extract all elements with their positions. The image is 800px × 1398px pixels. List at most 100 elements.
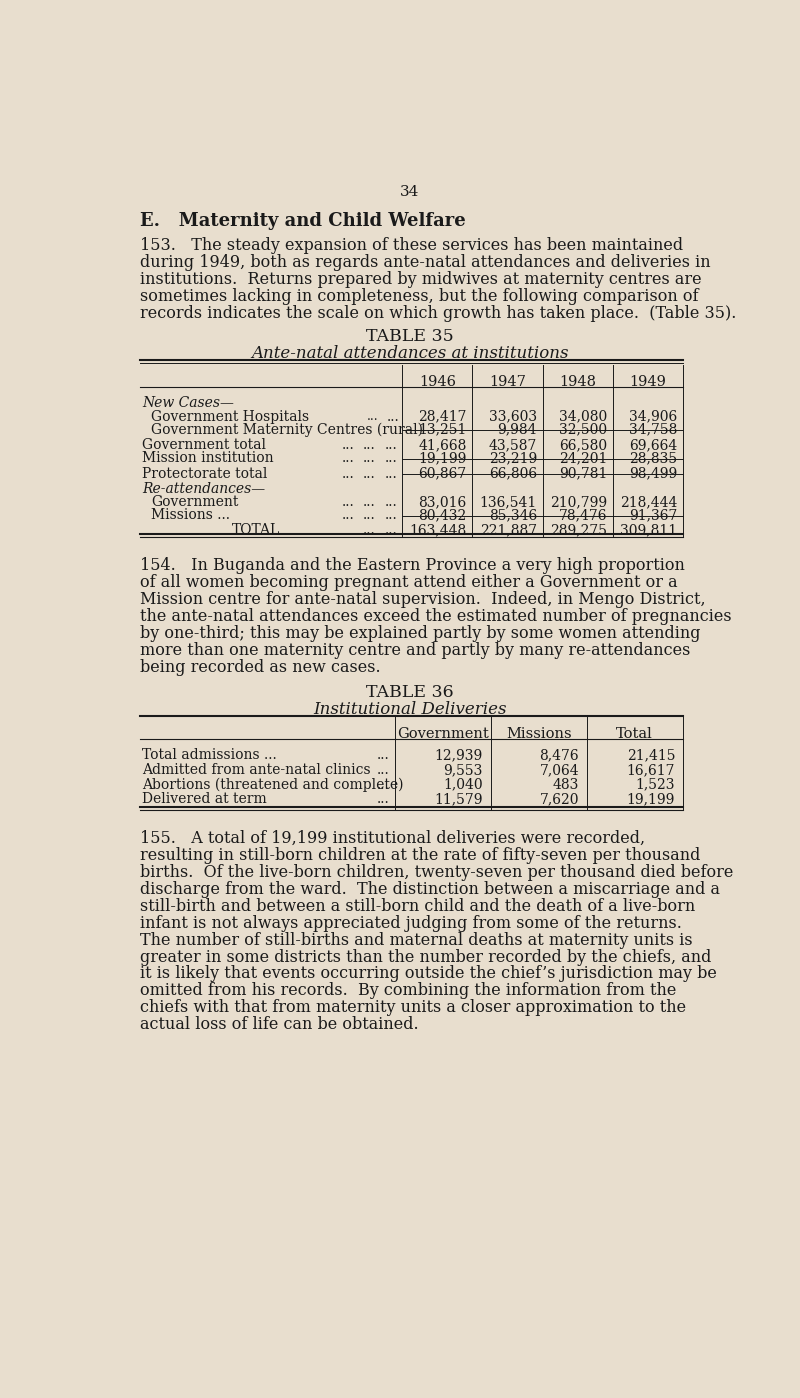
Text: 12,939: 12,939 bbox=[434, 748, 483, 762]
Text: more than one maternity centre and partly by many re-attendances: more than one maternity centre and partl… bbox=[140, 642, 690, 658]
Text: 83,016: 83,016 bbox=[418, 495, 466, 509]
Text: 28,835: 28,835 bbox=[629, 452, 677, 466]
Text: 309,811: 309,811 bbox=[620, 523, 677, 537]
Text: Total: Total bbox=[616, 727, 653, 741]
Text: ...: ... bbox=[363, 438, 376, 452]
Text: 153.   The steady expansion of these services has been maintained: 153. The steady expansion of these servi… bbox=[140, 238, 683, 254]
Text: The number of still-births and maternal deaths at maternity units is: The number of still-births and maternal … bbox=[140, 931, 693, 949]
Text: 80,432: 80,432 bbox=[418, 507, 466, 521]
Text: births.  Of the live-born children, twenty-seven per thousand died before: births. Of the live-born children, twent… bbox=[140, 864, 734, 881]
Text: 163,448: 163,448 bbox=[410, 523, 466, 537]
Text: 69,664: 69,664 bbox=[629, 438, 677, 452]
Text: 9,553: 9,553 bbox=[443, 763, 483, 777]
Text: TABLE 35: TABLE 35 bbox=[366, 329, 454, 345]
Text: 33,603: 33,603 bbox=[489, 410, 537, 424]
Text: Admitted from ante-natal clinics: Admitted from ante-natal clinics bbox=[142, 763, 370, 777]
Text: Government Maternity Centres (rural): Government Maternity Centres (rural) bbox=[151, 422, 423, 438]
Text: 218,444: 218,444 bbox=[620, 495, 677, 509]
Text: 483: 483 bbox=[553, 777, 579, 791]
Text: ...: ... bbox=[385, 523, 398, 537]
Text: 85,346: 85,346 bbox=[489, 507, 537, 521]
Text: ...: ... bbox=[377, 748, 390, 762]
Text: greater in some districts than the number recorded by the chiefs, and: greater in some districts than the numbe… bbox=[140, 948, 712, 966]
Text: TABLE 36: TABLE 36 bbox=[366, 684, 454, 700]
Text: of all women becoming pregnant attend either a Government or a: of all women becoming pregnant attend ei… bbox=[140, 575, 678, 591]
Text: Government total: Government total bbox=[142, 438, 266, 452]
Text: 41,668: 41,668 bbox=[418, 438, 466, 452]
Text: 32,500: 32,500 bbox=[559, 422, 607, 436]
Text: ...: ... bbox=[342, 507, 354, 521]
Text: being recorded as new cases.: being recorded as new cases. bbox=[140, 658, 381, 677]
Text: 16,617: 16,617 bbox=[626, 763, 675, 777]
Text: 91,367: 91,367 bbox=[629, 507, 677, 521]
Text: ...: ... bbox=[385, 495, 398, 509]
Text: E.   Maternity and Child Welfare: E. Maternity and Child Welfare bbox=[140, 212, 466, 231]
Text: ...: ... bbox=[342, 495, 354, 509]
Text: ...: ... bbox=[386, 410, 399, 424]
Text: Delivered at term: Delivered at term bbox=[142, 793, 266, 807]
Text: 90,781: 90,781 bbox=[558, 467, 607, 481]
Text: 7,064: 7,064 bbox=[539, 763, 579, 777]
Text: ...: ... bbox=[377, 777, 390, 791]
Text: 210,799: 210,799 bbox=[550, 495, 607, 509]
Text: discharge from the ward.  The distinction between a miscarriage and a: discharge from the ward. The distinction… bbox=[140, 881, 720, 898]
Text: 13,251: 13,251 bbox=[418, 422, 466, 436]
Text: 43,587: 43,587 bbox=[489, 438, 537, 452]
Text: ...: ... bbox=[377, 793, 390, 807]
Text: omitted from his records.  By combining the information from the: omitted from his records. By combining t… bbox=[140, 983, 677, 1000]
Text: 1948: 1948 bbox=[559, 375, 596, 389]
Text: ...: ... bbox=[367, 410, 379, 424]
Text: records indicates the scale on which growth has taken place.  (Table 35).: records indicates the scale on which gro… bbox=[140, 305, 737, 322]
Text: Re-attendances—: Re-attendances— bbox=[142, 482, 265, 496]
Text: still-birth and between a still-born child and the death of a live-born: still-birth and between a still-born chi… bbox=[140, 898, 695, 914]
Text: 8,476: 8,476 bbox=[539, 748, 579, 762]
Text: 19,199: 19,199 bbox=[418, 452, 466, 466]
Text: 155.   A total of 19,199 institutional deliveries were recorded,: 155. A total of 19,199 institutional del… bbox=[140, 830, 646, 847]
Text: ...: ... bbox=[363, 467, 376, 481]
Text: ...: ... bbox=[363, 507, 376, 521]
Text: 34,758: 34,758 bbox=[629, 422, 677, 436]
Text: ...: ... bbox=[342, 452, 354, 466]
Text: 24,201: 24,201 bbox=[558, 452, 607, 466]
Text: Government Hospitals: Government Hospitals bbox=[151, 410, 310, 424]
Text: ...: ... bbox=[363, 523, 376, 537]
Text: 1947: 1947 bbox=[489, 375, 526, 389]
Text: ...: ... bbox=[385, 438, 398, 452]
Text: 66,580: 66,580 bbox=[559, 438, 607, 452]
Text: 1,523: 1,523 bbox=[636, 777, 675, 791]
Text: 221,887: 221,887 bbox=[480, 523, 537, 537]
Text: 19,199: 19,199 bbox=[626, 793, 675, 807]
Text: Abortions (threatened and complete): Abortions (threatened and complete) bbox=[142, 777, 403, 793]
Text: TOTAL: TOTAL bbox=[232, 523, 280, 537]
Text: 1949: 1949 bbox=[630, 375, 666, 389]
Text: Total admissions ...: Total admissions ... bbox=[142, 748, 277, 762]
Text: ...: ... bbox=[385, 452, 398, 466]
Text: 9,984: 9,984 bbox=[498, 422, 537, 436]
Text: institutions.  Returns prepared by midwives at maternity centres are: institutions. Returns prepared by midwiv… bbox=[140, 271, 702, 288]
Text: infant is not always appreciated judging from some of the returns.: infant is not always appreciated judging… bbox=[140, 914, 682, 931]
Text: 66,806: 66,806 bbox=[489, 467, 537, 481]
Text: Missions ...: Missions ... bbox=[151, 507, 230, 521]
Text: ...: ... bbox=[385, 467, 398, 481]
Text: 34,080: 34,080 bbox=[559, 410, 607, 424]
Text: ...: ... bbox=[363, 452, 376, 466]
Text: Mission centre for ante-natal supervision.  Indeed, in Mengo District,: Mission centre for ante-natal supervisio… bbox=[140, 591, 706, 608]
Text: 289,275: 289,275 bbox=[550, 523, 607, 537]
Text: by one-third; this may be explained partly by some women attending: by one-third; this may be explained part… bbox=[140, 625, 701, 642]
Text: Government: Government bbox=[151, 495, 238, 509]
Text: sometimes lacking in completeness, but the following comparison of: sometimes lacking in completeness, but t… bbox=[140, 288, 699, 305]
Text: during 1949, both as regards ante-natal attendances and deliveries in: during 1949, both as regards ante-natal … bbox=[140, 254, 711, 271]
Text: 34: 34 bbox=[400, 185, 420, 199]
Text: 1946: 1946 bbox=[419, 375, 456, 389]
Text: the ante-natal attendances exceed the estimated number of pregnancies: the ante-natal attendances exceed the es… bbox=[140, 608, 732, 625]
Text: ...: ... bbox=[342, 467, 354, 481]
Text: 28,417: 28,417 bbox=[418, 410, 466, 424]
Text: ...: ... bbox=[342, 438, 354, 452]
Text: Ante-natal attendances at institutions: Ante-natal attendances at institutions bbox=[251, 345, 569, 362]
Text: 78,476: 78,476 bbox=[558, 507, 607, 521]
Text: chiefs with that from maternity units a closer approximation to the: chiefs with that from maternity units a … bbox=[140, 1000, 686, 1016]
Text: New Cases—: New Cases— bbox=[142, 397, 234, 411]
Text: 60,867: 60,867 bbox=[418, 467, 466, 481]
Text: 1,040: 1,040 bbox=[443, 777, 483, 791]
Text: Government: Government bbox=[397, 727, 489, 741]
